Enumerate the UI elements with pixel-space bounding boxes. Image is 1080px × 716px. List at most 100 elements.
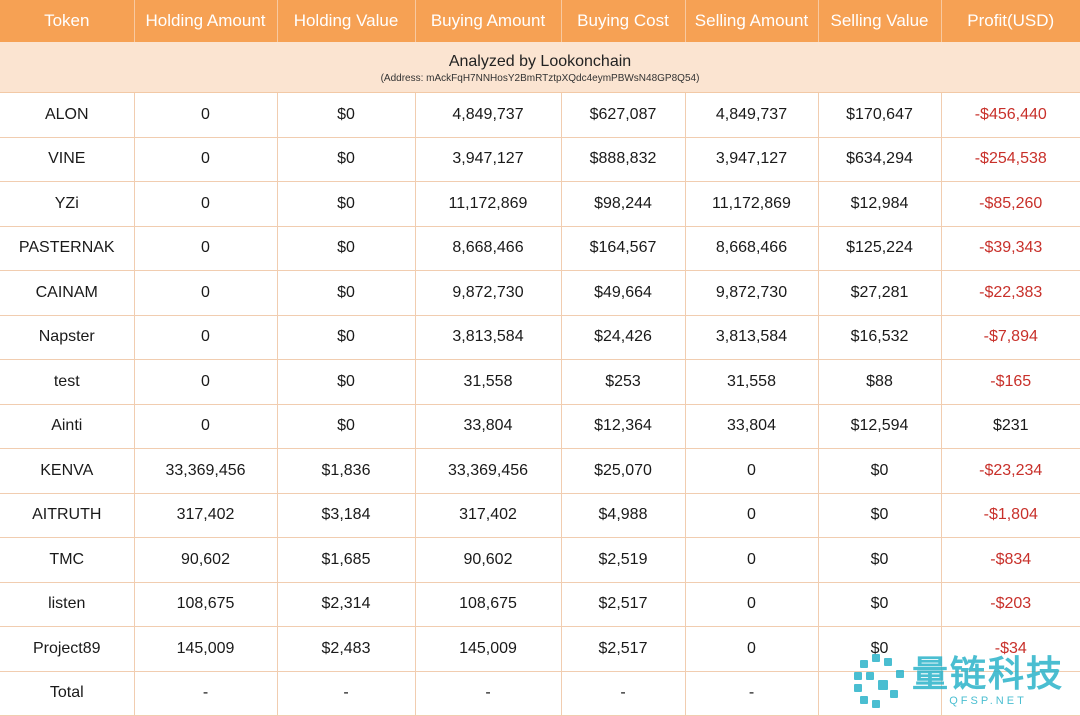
cell-buying-cost: - [561,671,686,716]
qfsp-logo-icon [854,654,904,708]
cell-profit: -$165 [941,359,1080,405]
cell-token: Napster [0,315,135,360]
cell-profit: -$1,804 [941,493,1080,538]
cell-holding-value: $1,836 [277,448,416,494]
cell-token: PASTERNAK [0,226,135,271]
cell-holding-amount: 0 [134,404,278,449]
cell-holding-value: $2,314 [277,582,416,627]
cell-token: VINE [0,137,135,182]
cell-profit: -$7,894 [941,315,1080,360]
cell-selling-value: $27,281 [818,270,942,316]
cell-profit: -$22,383 [941,270,1080,316]
cell-selling-amount: 4,849,737 [685,92,819,138]
cell-buying-amount: - [415,671,562,716]
cell-buying-cost: $888,832 [561,137,686,182]
table-row: VINE 0 $0 3,947,127 $888,832 3,947,127 $634,29… [0,137,1080,182]
header-selling-value: Selling Value [818,0,942,42]
cell-holding-value: $3,184 [277,493,416,538]
table-row: ALON 0 $0 4,849,737 $627,087 4,849,737 $170,64… [0,92,1080,138]
cell-selling-amount: 0 [685,448,819,494]
cell-profit: -$34 [941,626,1080,672]
cell-holding-value: $0 [277,137,416,182]
cell-holding-amount: 0 [134,92,278,138]
cell-selling-value: $16,532 [818,315,942,360]
cell-holding-value: $0 [277,315,416,360]
table-row: TMC 90,602 $1,685 90,602 $2,519 0 $0 -$834 [0,537,1080,583]
cell-selling-value [818,671,942,716]
table-row: Project89 145,009 $2,483 145,009 $2,517 0 $0 -$… [0,626,1080,672]
cell-buying-amount: 108,675 [415,582,562,627]
cell-selling-amount: 0 [685,493,819,538]
cell-profit: -$456,440 [941,92,1080,138]
cell-holding-value: $0 [277,270,416,316]
cell-buying-cost: $2,517 [561,626,686,672]
cell-holding-amount: 0 [134,137,278,182]
cell-selling-value: $125,224 [818,226,942,271]
cell-token: test [0,359,135,405]
cell-holding-amount: 108,675 [134,582,278,627]
header-profit: Profit(USD) [941,0,1080,42]
cell-selling-value: $0 [818,493,942,538]
cell-buying-cost: $253 [561,359,686,405]
cell-selling-value: $12,984 [818,181,942,227]
cell-buying-amount: 33,369,456 [415,448,562,494]
cell-holding-value: $2,483 [277,626,416,672]
cell-buying-amount: 31,558 [415,359,562,405]
table-row: CAINAM 0 $0 9,872,730 $49,664 9,872,730 $27,28… [0,270,1080,316]
cell-token: Ainti [0,404,135,449]
cell-profit: -$39,343 [941,226,1080,271]
cell-buying-cost: $164,567 [561,226,686,271]
cell-selling-amount: 9,872,730 [685,270,819,316]
cell-holding-value: $0 [277,92,416,138]
table-row: Napster 0 $0 3,813,584 $24,426 3,813,584 $16,5… [0,315,1080,360]
cell-buying-cost: $98,244 [561,181,686,227]
cell-buying-amount: 8,668,466 [415,226,562,271]
banner-title: Analyzed by Lookonchain [448,53,632,70]
cell-token: ALON [0,92,135,138]
cell-buying-amount: 3,947,127 [415,137,562,182]
table-row: Total - - - - - [0,671,1080,716]
cell-selling-value: $12,594 [818,404,942,449]
header-buying-amount: Buying Amount [415,0,562,42]
cell-profit [941,671,1080,716]
header-row: Token Holding Amount Holding Value Buyin… [0,0,1080,42]
table-row: Ainti 0 $0 33,804 $12,364 33,804 $12,594 $231 [0,404,1080,449]
cell-holding-value: $0 [277,404,416,449]
header-holding-value: Holding Value [277,0,416,42]
cell-holding-amount: 317,402 [134,493,278,538]
cell-selling-amount: 33,804 [685,404,819,449]
cell-token: listen [0,582,135,627]
cell-holding-value: $1,685 [277,537,416,583]
cell-token: YZi [0,181,135,227]
cell-token: CAINAM [0,270,135,316]
header-token: Token [0,0,135,42]
cell-selling-amount: 0 [685,537,819,583]
cell-token: KENVA [0,448,135,494]
header-buying-cost: Buying Cost [561,0,686,42]
table-row: test 0 $0 31,558 $253 31,558 $88 -$165 [0,359,1080,405]
cell-holding-amount: 0 [134,226,278,271]
header-selling-amount: Selling Amount [685,0,819,42]
cell-buying-cost: $49,664 [561,270,686,316]
cell-buying-amount: 33,804 [415,404,562,449]
cell-token: TMC [0,537,135,583]
cell-selling-amount: 8,668,466 [685,226,819,271]
table-row: PASTERNAK 0 $0 8,668,466 $164,567 8,668,466 $1… [0,226,1080,271]
cell-buying-cost: $2,519 [561,537,686,583]
cell-holding-value: - [277,671,416,716]
cell-buying-cost: $24,426 [561,315,686,360]
cell-buying-cost: $4,988 [561,493,686,538]
cell-selling-value: $170,647 [818,92,942,138]
wallet-address: (Address: mAckFqH7NNHosY2BmRTztpXQdc4eym… [380,73,700,84]
table-row: KENVA 33,369,456 $1,836 33,369,456 $25,070 0 $… [0,448,1080,494]
cell-buying-cost: $2,517 [561,582,686,627]
cell-selling-amount: 11,172,869 [685,181,819,227]
cell-selling-value: $0 [818,626,942,672]
cell-selling-amount: 0 [685,626,819,672]
cell-selling-amount: 3,947,127 [685,137,819,182]
cell-selling-value: $0 [818,582,942,627]
cell-selling-amount: 31,558 [685,359,819,405]
table-row: AITRUTH 317,402 $3,184 317,402 $4,988 0 $0 -$1,… [0,493,1080,538]
cell-buying-cost: $627,087 [561,92,686,138]
cell-holding-amount: 0 [134,315,278,360]
